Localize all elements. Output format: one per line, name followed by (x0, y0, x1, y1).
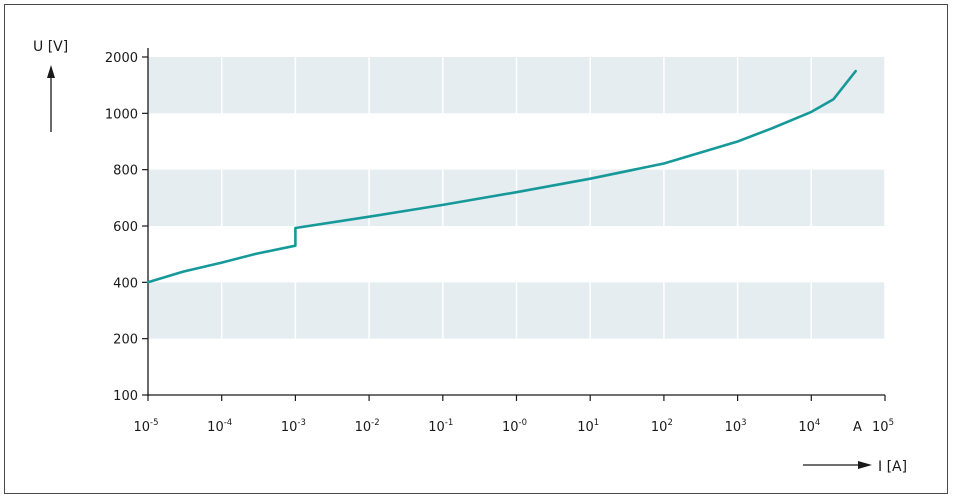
y-tick-label-1: 200 (113, 333, 138, 348)
y-tick-label-6: 2000 (105, 51, 138, 66)
series-line-0 (146, 69, 857, 284)
x-axis-arrow-head (858, 461, 872, 469)
x-tick-label-7: 102 (651, 418, 673, 435)
y-tick-label-4: 800 (113, 164, 138, 179)
x-tick-label-6: 101 (577, 418, 599, 435)
y-tick-label-5: 1000 (105, 107, 138, 122)
x-tick-label-2: 10-3 (281, 418, 306, 435)
y-axis-label: U [V] (33, 39, 68, 55)
x-tick-label-1: 10-4 (207, 418, 232, 435)
x-tick-label-8: 103 (725, 418, 747, 435)
y-tick-label-0: 100 (113, 389, 138, 404)
x-axis-label: I [A] (878, 459, 907, 475)
y-tick-label-3: 600 (113, 220, 138, 235)
y-tick-label-2: 400 (113, 276, 138, 291)
x-unit-marker: A (853, 420, 862, 435)
x-tick-label-4: 10-1 (428, 418, 453, 435)
x-tick-label-0: 10-5 (133, 418, 158, 435)
x-tick-label-9: 104 (798, 418, 820, 435)
x-tick-label-3: 10-2 (355, 418, 380, 435)
x-tick-label-10: 105 (872, 418, 894, 435)
y-axis-arrow-head (47, 65, 55, 78)
x-tick-label-5: 10-0 (502, 418, 527, 435)
